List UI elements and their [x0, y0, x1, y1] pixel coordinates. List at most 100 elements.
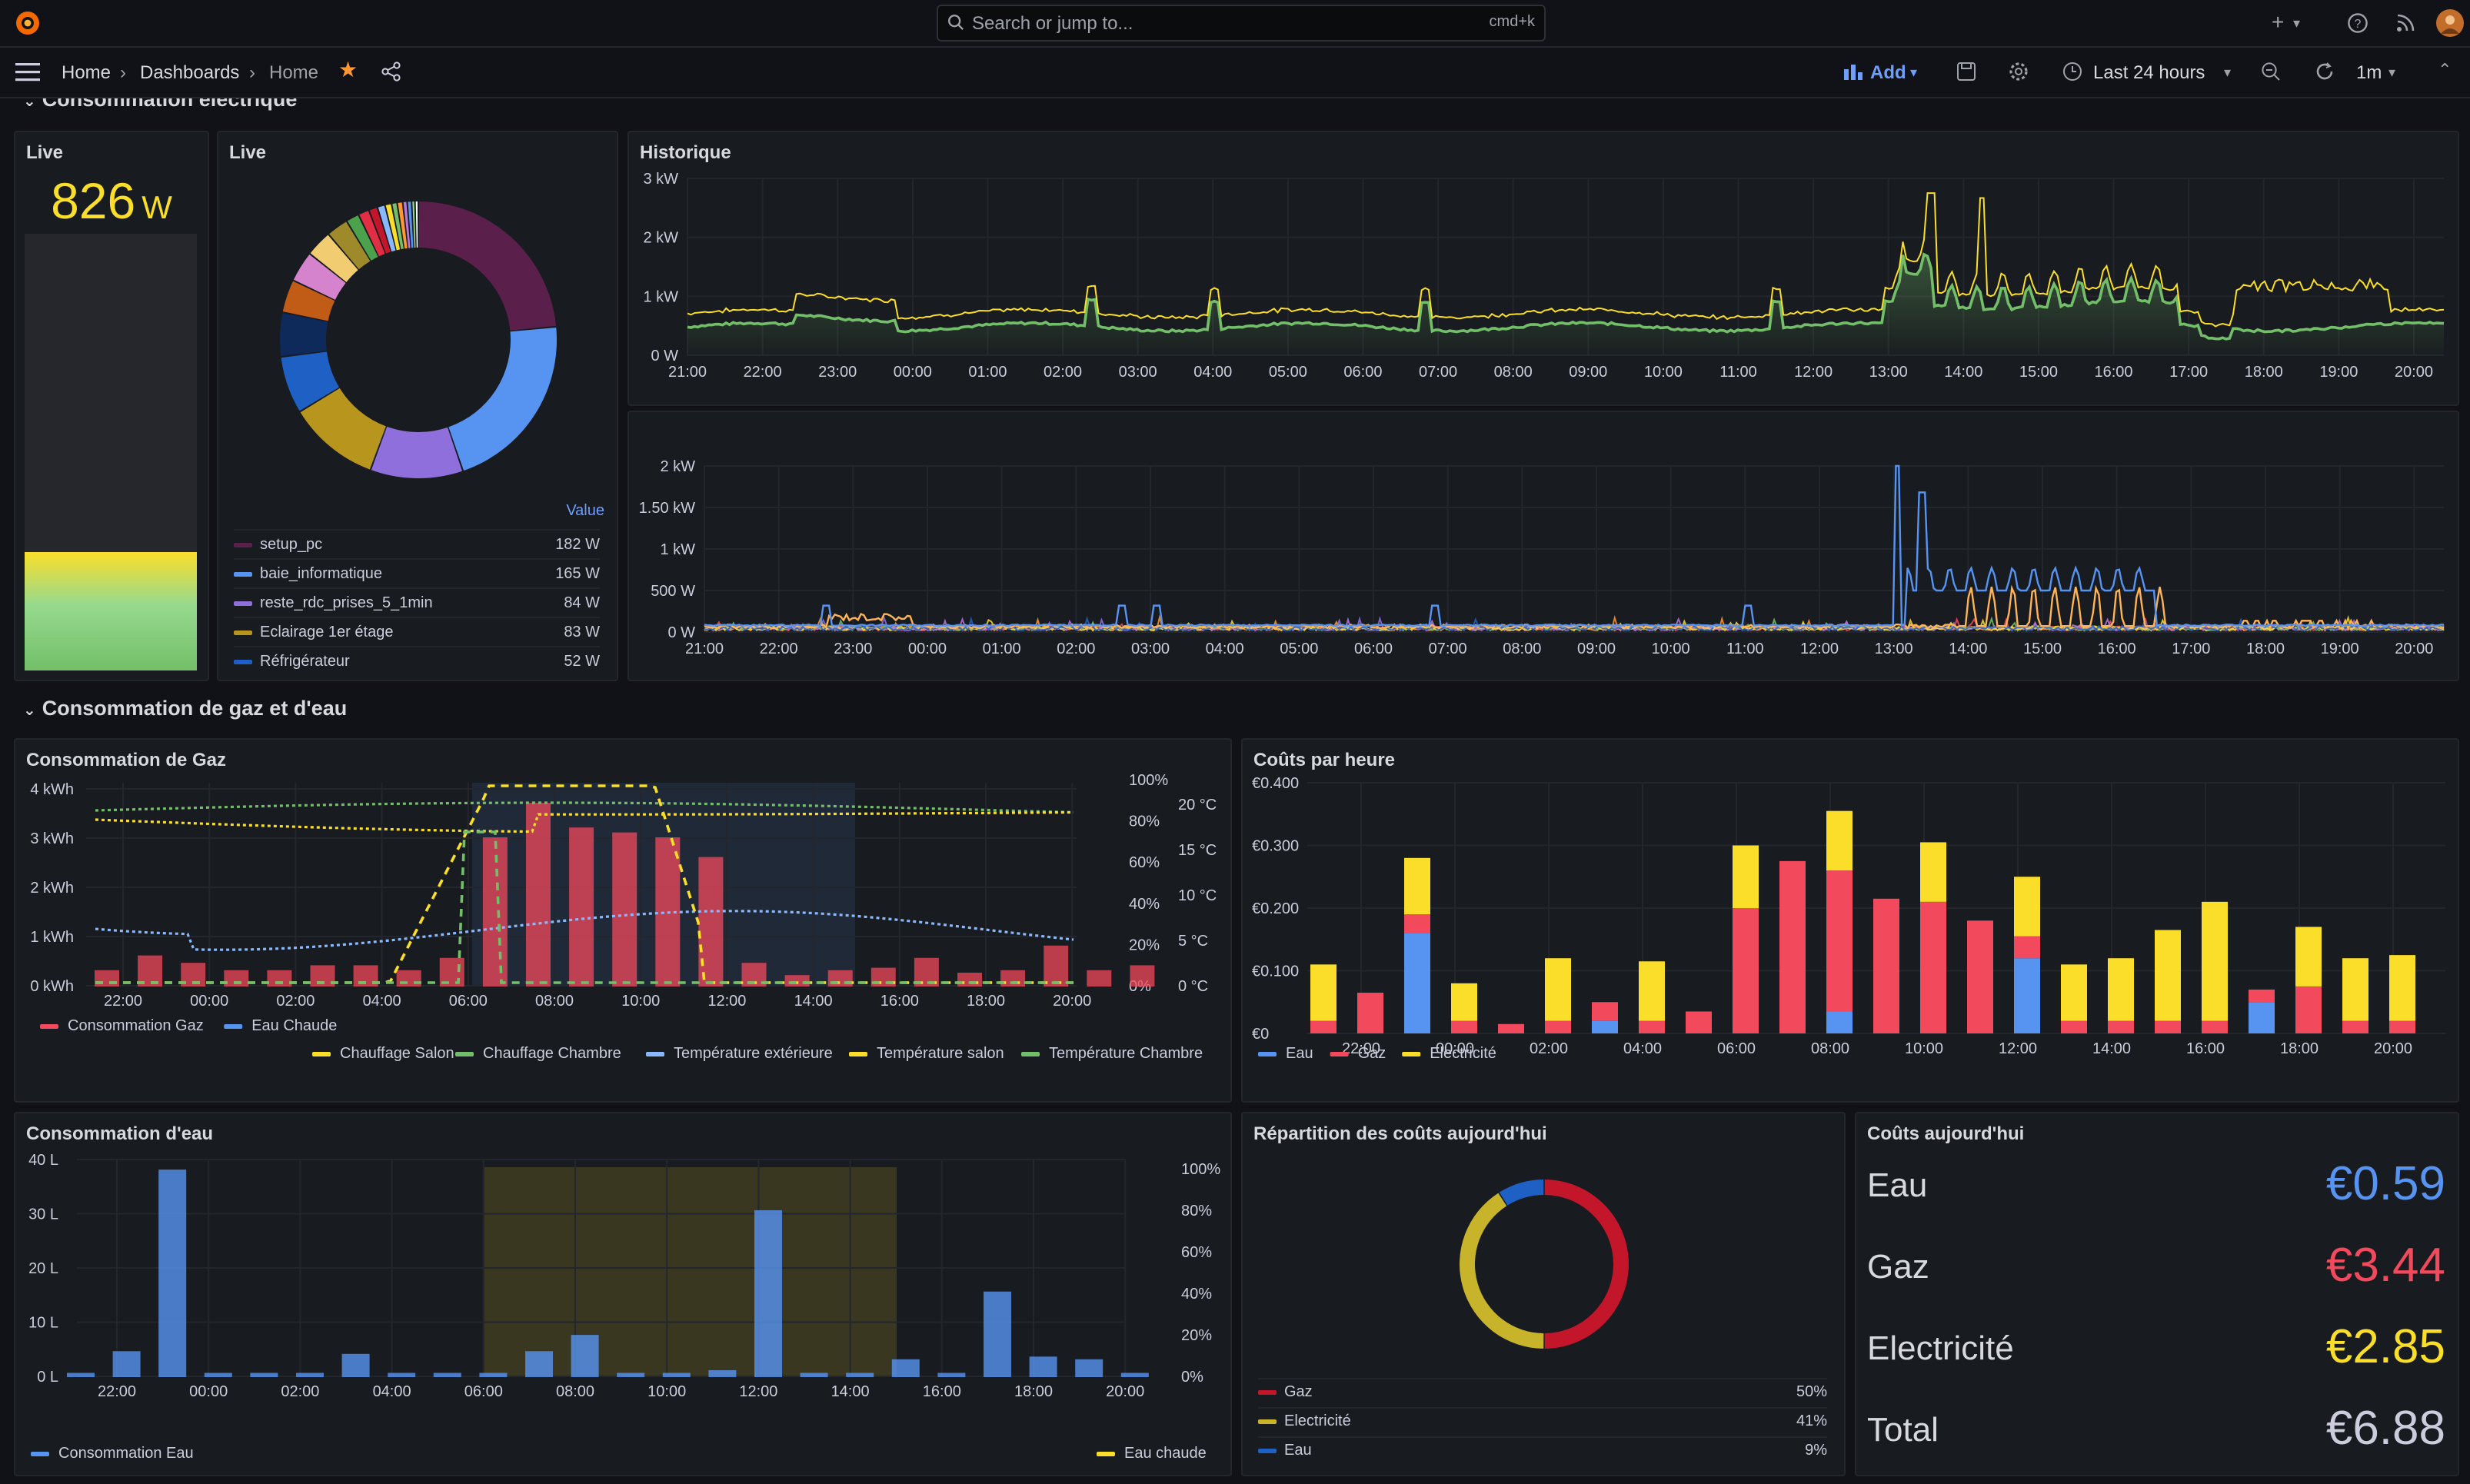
- panel-today-costs[interactable]: Coûts aujourd'hui Eau €0.59 Gaz €3.44 Electr…: [1855, 1112, 2459, 1476]
- share-icon[interactable]: [381, 62, 401, 82]
- water-bar: [158, 1170, 187, 1377]
- search-input[interactable]: Search or jump to... cmd+k: [937, 5, 1546, 42]
- breadcrumb-home[interactable]: Home: [62, 62, 112, 83]
- gas-bar: [138, 955, 163, 987]
- water-bar: [984, 1291, 1011, 1378]
- legend-item[interactable]: Gaz 50%: [1258, 1378, 1827, 1412]
- panel-water-consumption[interactable]: Consommation d'eau 0 L 10 L 20 L 30 L 40 L 0%…: [14, 1112, 1232, 1476]
- collapse-chevron-up-icon[interactable]: ⌃: [2438, 62, 2452, 80]
- save-icon[interactable]: [1956, 62, 1976, 82]
- cost-bar-segment: [1592, 1002, 1618, 1021]
- time-range-picker[interactable]: Last 24 hours: [2093, 62, 2205, 83]
- star-icon[interactable]: ★: [338, 57, 358, 82]
- menu-icon[interactable]: [15, 63, 40, 82]
- x-tick-label: 02:00: [281, 1383, 319, 1400]
- panel-cost-split[interactable]: Répartition des coûts aujourd'hui Gaz 50%…: [1241, 1112, 1846, 1476]
- water-bar: [341, 1353, 370, 1377]
- stat-value: €0.59: [2325, 1156, 2445, 1210]
- y-tick-label: 0 kWh: [30, 978, 74, 995]
- y-tick-label: 60%: [1181, 1244, 1212, 1261]
- donut-slice: [371, 426, 463, 478]
- panel-hourly-costs[interactable]: Coûts par heure €0 €0.100 €0.200 €0.300 €0.4…: [1241, 738, 2459, 1103]
- y-tick-label: €0.400: [1252, 775, 1299, 792]
- x-tick-label: 18:00: [2280, 1040, 2319, 1057]
- donut-slice: [415, 201, 418, 248]
- row-header-gas-water[interactable]: ⌄ Consommation de gaz et d'eau: [23, 697, 347, 720]
- legend-swatch: [234, 542, 252, 547]
- cost-bar-segment: [2108, 1020, 2134, 1033]
- water-bar: [1029, 1356, 1057, 1378]
- legend-label: Eau: [1286, 1045, 1313, 1062]
- y-tick-label: 2 kW: [660, 458, 695, 475]
- panel-historique[interactable]: Historique 0 W 1 kW 2 kW 3 kW 21:00 22:00 23:0…: [627, 131, 2459, 406]
- x-tick-label: 01:00: [968, 364, 1007, 381]
- legend-item[interactable]: Eclairage 1er étage 83 W: [234, 617, 600, 652]
- x-tick-label: 22:00: [744, 364, 782, 381]
- x-tick-label: 12:00: [707, 993, 746, 1010]
- x-tick-label: 09:00: [1569, 364, 1607, 381]
- chevron-down-icon[interactable]: ▾: [2293, 15, 2301, 31]
- chevron-down-icon: ⌄: [23, 94, 36, 111]
- x-tick-label: 14:00: [1949, 641, 1987, 657]
- y-tick-label: 10 L: [28, 1315, 58, 1332]
- gas-bar: [569, 827, 594, 987]
- panel-power-detail[interactable]: 0 W 500 W 1 kW 1.50 kW 2 kW 21:00 22:00 23:00 00…: [627, 411, 2459, 681]
- water-bar: [250, 1373, 278, 1378]
- legend-item[interactable]: Réfrigérateur 52 W: [234, 646, 600, 680]
- legend-label: Consommation Gaz: [68, 1017, 204, 1034]
- legend-item[interactable]: Eau 9%: [1258, 1436, 1827, 1470]
- user-avatar[interactable]: [2436, 9, 2464, 37]
- x-tick-label: 08:00: [1494, 364, 1533, 381]
- water-bar: [479, 1373, 508, 1378]
- settings-gear-icon[interactable]: [2009, 62, 2029, 82]
- news-rss-icon[interactable]: [2395, 12, 2416, 34]
- zoom-out-icon[interactable]: [2261, 62, 2281, 82]
- x-tick-label: 12:00: [739, 1383, 777, 1400]
- x-tick-label: 08:00: [556, 1383, 594, 1400]
- refresh-interval-picker[interactable]: 1m: [2356, 62, 2382, 83]
- chevron-down-icon[interactable]: ▾: [2224, 65, 2232, 80]
- top-bar: Search or jump to... cmd+k + ▾ ?: [0, 0, 2470, 48]
- grafana-logo-icon[interactable]: [14, 9, 42, 37]
- y-tick-label: 5 °C: [1178, 933, 1208, 950]
- breadcrumb-dashboards[interactable]: Dashboards: [140, 62, 240, 83]
- legend-swatch: [224, 1024, 243, 1029]
- row-header-electricity[interactable]: ⌄ Consommation électrique: [23, 94, 297, 111]
- legend-header-value[interactable]: Value: [566, 503, 604, 520]
- legend-swatch: [1097, 1452, 1115, 1456]
- gas-bar: [698, 857, 724, 987]
- x-tick-label: 15:00: [2023, 641, 2062, 657]
- cost-bar-segment: [2108, 958, 2134, 1021]
- x-tick-label: 16:00: [2094, 364, 2132, 381]
- add-panel-icon: [1844, 65, 1862, 80]
- live-value-number: 826: [51, 172, 136, 229]
- x-tick-label: 20:00: [2395, 364, 2433, 381]
- x-tick-label: 06:00: [464, 1383, 503, 1400]
- refresh-icon[interactable]: [2315, 62, 2335, 82]
- add-button[interactable]: Add: [1870, 62, 1906, 83]
- cost-bar-segment: [1779, 860, 1806, 1033]
- panel-title: Live: [26, 141, 64, 163]
- legend-item[interactable]: Electricité 41%: [1258, 1407, 1827, 1441]
- panel-live-donut[interactable]: Live Value setup_pc 182 W baie_informatiqu…: [217, 131, 618, 681]
- x-tick-label: 16:00: [2186, 1040, 2225, 1057]
- y-tick-label: 40%: [1181, 1286, 1212, 1303]
- plus-icon[interactable]: +: [2272, 9, 2285, 34]
- legend-item[interactable]: reste_rdc_prises_5_1min 84 W: [234, 587, 600, 623]
- y-tick-label: 0 °C: [1178, 978, 1208, 995]
- chevron-down-icon[interactable]: ▾: [1910, 65, 1918, 80]
- help-icon[interactable]: ?: [2347, 12, 2368, 34]
- legend-item[interactable]: baie_informatique 165 W: [234, 558, 600, 594]
- cost-bar-segment: [1873, 898, 1899, 1033]
- y-tick-label: 3 kW: [643, 171, 678, 188]
- y-tick-label: 1 kW: [660, 541, 695, 558]
- legend-item[interactable]: setup_pc 182 W: [234, 529, 600, 564]
- panel-gas-consumption[interactable]: Consommation de Gaz 0 kWh 1 kWh 2 kWh 3 kWh…: [14, 738, 1232, 1103]
- cost-bar-segment: [1545, 958, 1571, 1021]
- chevron-down-icon[interactable]: ▾: [2388, 65, 2396, 80]
- cost-bar-segment: [2249, 1002, 2275, 1033]
- legend-swatch: [1402, 1052, 1421, 1056]
- y-tick-label: 1.50 kW: [639, 500, 695, 517]
- legend-swatch: [455, 1052, 474, 1056]
- panel-live-gauge[interactable]: Live 826 W: [14, 131, 209, 681]
